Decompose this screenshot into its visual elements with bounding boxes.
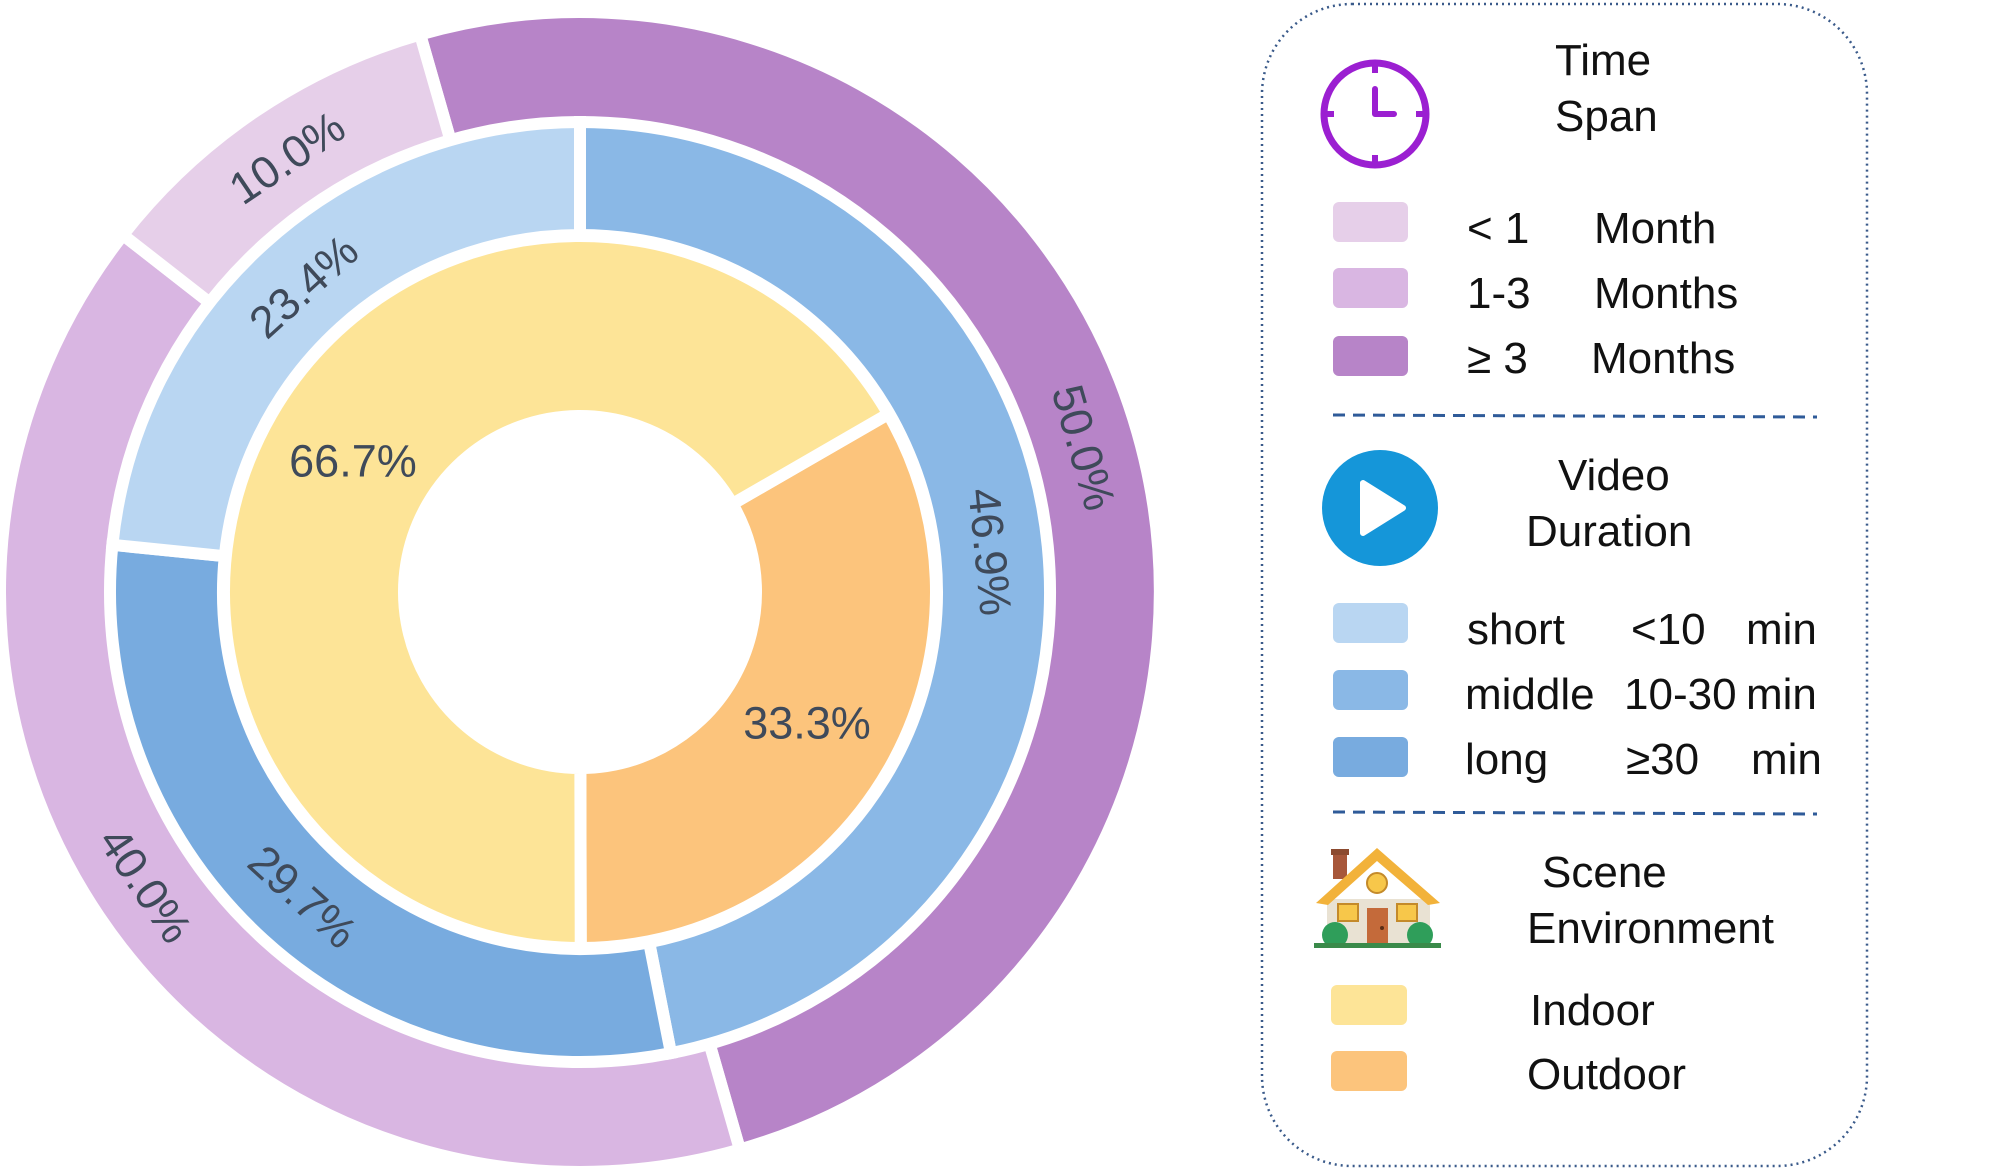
legend-swatch-ge3-months [1333,336,1408,376]
legend-label: Outdoor [1527,1050,1686,1099]
legend-swatch-middle [1333,670,1408,710]
legend-label: Months [1594,269,1738,318]
legend-label: ≥ 3 [1467,334,1528,383]
legend-title-scene: Scene [1542,848,1667,897]
legend-section-scene-environment: Scene Environment Indoor Outdoor [1314,848,1774,1099]
legend-section-time-span: Time Span < 1 Month 1-3 Months ≥ 3 Month… [1320,36,1738,383]
legend-title-duration: Duration [1526,507,1692,556]
legend: Time Span < 1 Month 1-3 Months ≥ 3 Month… [1260,2,1869,1168]
legend-section-video-duration: Video Duration short <10 min middle 10-3… [1322,450,1822,784]
donut-rings [0,6,1166,1170]
clock-icon [1320,59,1430,169]
legend-divider [1332,810,1818,816]
legend-label: min [1746,670,1817,719]
legend-label: Indoor [1530,986,1655,1035]
play-icon [1322,450,1438,566]
legend-label: 1-3 [1467,269,1531,318]
legend-label: ≥30 [1626,735,1699,784]
donut-segment-scene-environment-1 [218,230,897,954]
legend-label: Month [1594,204,1716,253]
legend-frame [1260,2,1869,1168]
legend-title-environment: Environment [1527,904,1774,953]
data-label: 33.3% [743,697,871,748]
legend-label: middle [1465,670,1595,719]
legend-label: long [1465,735,1548,784]
legend-swatch-lt1-month [1333,202,1408,242]
legend-label: <10 [1631,605,1706,654]
legend-divider [1332,413,1818,419]
legend-label: 10-30 [1624,670,1737,719]
legend-title-time: Time [1555,36,1651,85]
legend-swatch-outdoor [1331,1051,1407,1091]
data-label: 46.9% [958,486,1021,618]
legend-label: short [1467,605,1565,654]
donut-segment-scene-environment-0 [574,405,942,955]
legend-label: min [1751,735,1822,784]
legend-swatch-short [1333,603,1408,643]
legend-label: min [1746,605,1817,654]
legend-label: < 1 [1467,204,1529,253]
house-icon [1314,848,1441,948]
legend-swatch-1-3-months [1333,268,1408,308]
legend-swatch-indoor [1331,985,1407,1025]
data-label: 66.7% [289,436,417,487]
legend-title-video: Video [1558,451,1670,500]
legend-title-span: Span [1555,92,1658,141]
legend-swatch-long [1333,737,1408,777]
legend-label: Months [1591,334,1735,383]
